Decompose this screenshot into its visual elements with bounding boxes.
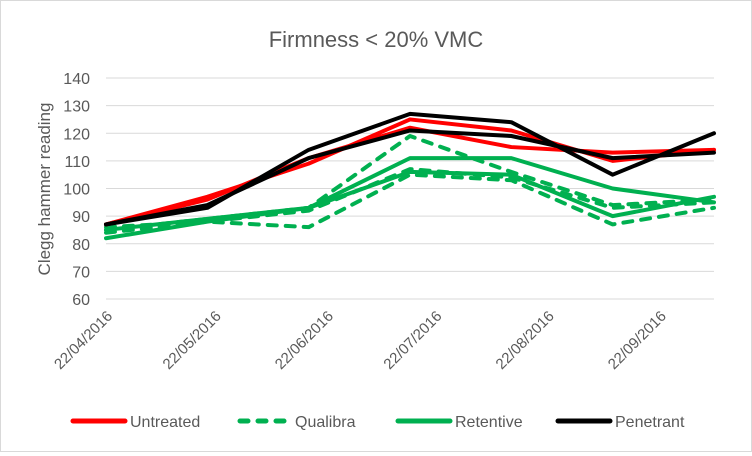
y-axis-label: Clegg hammer reading — [35, 103, 54, 276]
x-tick-label: 22/07/2016 — [380, 308, 445, 373]
series-line-retentive — [104, 156, 716, 232]
y-tick-label: 90 — [72, 209, 90, 226]
series-lines — [104, 111, 716, 241]
legend-item-qualibra: Qualibra — [237, 414, 356, 431]
y-tick-labels: 60 70 80 90 100 110 120 130 140 — [63, 71, 90, 309]
y-tick-label: 60 — [72, 292, 90, 309]
x-tick-label: 22/06/2016 — [272, 308, 337, 373]
series-line-penetrant — [104, 111, 716, 227]
y-tick-label: 130 — [63, 99, 90, 116]
series-line-untreated — [104, 125, 716, 227]
legend-label: Penetrant — [615, 414, 685, 431]
legend-item-untreated: Untreated — [70, 414, 200, 431]
x-tick-label: 22/05/2016 — [160, 308, 225, 373]
y-tick-label: 80 — [72, 237, 90, 254]
legend-label: Qualibra — [295, 414, 356, 431]
gridlines — [106, 77, 714, 300]
series-line-penetrant — [104, 128, 716, 227]
legend: Untreated Qualibra Retentive Penetrant — [70, 414, 685, 431]
x-tick-label: 22/08/2016 — [493, 308, 558, 373]
legend-label: Untreated — [130, 414, 200, 431]
x-tick-labels: 22/04/2016 22/05/2016 22/06/2016 22/07/2016… — [51, 308, 670, 373]
legend-label: Retentive — [455, 414, 523, 431]
y-tick-label: 120 — [63, 126, 90, 143]
series-line-qualibra — [104, 172, 716, 230]
x-tick-label: 22/04/2016 — [51, 308, 116, 373]
y-tick-label: 140 — [63, 71, 90, 88]
y-tick-label: 70 — [72, 264, 90, 281]
y-tick-label: 110 — [64, 154, 90, 171]
series-line-qualibra — [104, 167, 716, 235]
series-line-qualibra — [104, 134, 716, 232]
x-tick-label: 22/09/2016 — [605, 308, 670, 373]
y-tick-label: 100 — [63, 182, 90, 199]
chart-title: Firmness < 20% VMC — [269, 27, 484, 52]
legend-item-penetrant: Penetrant — [555, 414, 685, 431]
series-line-retentive — [104, 169, 716, 241]
series-line-untreated — [104, 117, 716, 227]
legend-item-retentive: Retentive — [395, 414, 523, 431]
